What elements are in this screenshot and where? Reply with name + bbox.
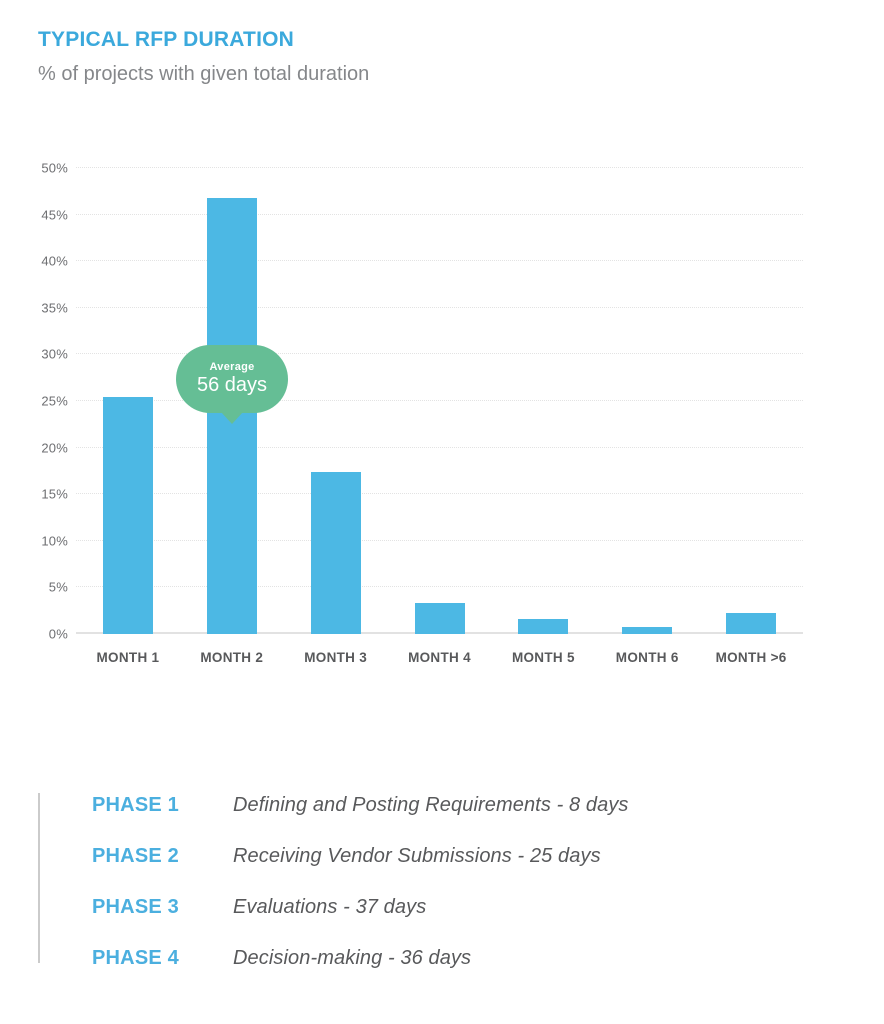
y-tick-5: 5% xyxy=(48,579,68,595)
gridline-10 xyxy=(76,539,803,541)
gridline-30 xyxy=(76,353,803,355)
y-tick-50: 50% xyxy=(41,160,68,176)
bar-month-1 xyxy=(102,397,153,634)
phase-3-description: Evaluations - 37 days xyxy=(233,896,427,918)
plot-area: MONTH 1 MONTH 2 MONTH 3 MONTH 4 MONTH 5 MONTH… xyxy=(76,167,803,665)
column-5: MONTH 5 xyxy=(491,168,595,665)
column-1: MONTH 1 xyxy=(76,168,180,665)
gridline-45 xyxy=(76,213,803,215)
page-title: TYPICAL RFP DURATION xyxy=(38,28,295,51)
average-callout-value: 56 days xyxy=(196,374,268,396)
phase-2-label: PHASE 2 xyxy=(92,845,179,867)
phase-2-description: Receiving Vendor Submissions - 25 days xyxy=(233,845,601,867)
y-tick-20: 20% xyxy=(41,440,68,456)
y-tick-15: 15% xyxy=(41,486,68,502)
bar-month-6 xyxy=(622,627,673,634)
x-label-3: MONTH 3 xyxy=(304,650,368,665)
phase-4-label: PHASE 4 xyxy=(92,947,179,969)
phase-row-3: PHASE 3 Evaluations - 37 days xyxy=(38,882,758,933)
x-label-4: MONTH 4 xyxy=(408,650,471,665)
phase-row-1: PHASE 1 Defining and Posting Requirement… xyxy=(38,780,758,831)
y-tick-40: 40% xyxy=(41,253,68,269)
gridline-20 xyxy=(76,446,803,448)
bar-month-3 xyxy=(310,471,361,634)
y-tick-10: 10% xyxy=(41,533,68,549)
gridline-15 xyxy=(76,493,803,495)
gridline-50 xyxy=(76,167,803,168)
phase-legend: PHASE 1 Defining and Posting Requirement… xyxy=(38,780,758,984)
phase-1-description: Defining and Posting Requirements - 8 da… xyxy=(233,794,629,816)
bar-month-4 xyxy=(414,603,465,634)
y-tick-25: 25% xyxy=(41,393,68,409)
average-callout: Average 56 days xyxy=(176,345,288,424)
phase-row-4: PHASE 4 Decision-making - 36 days xyxy=(38,933,758,984)
y-tick-0: 0% xyxy=(48,626,68,642)
gridline-40 xyxy=(76,260,803,262)
gridline-5 xyxy=(76,586,803,588)
callout-tail-pointer xyxy=(221,412,243,424)
x-label-1: MONTH 1 xyxy=(96,650,160,665)
y-axis: 0% 5% 10% 15% 20% 25% 30% 35% 40% 45% 50% xyxy=(0,162,68,641)
y-tick-30: 30% xyxy=(41,346,68,362)
y-tick-35: 35% xyxy=(41,300,68,316)
chart-header: TYPICAL RFP DURATION % of projects with … xyxy=(38,28,369,86)
gridline-25 xyxy=(76,400,803,401)
column-4: MONTH 4 xyxy=(388,168,492,665)
bar-month-6 xyxy=(726,612,777,634)
gridline-35 xyxy=(76,306,803,308)
vertical-rule xyxy=(38,793,40,963)
column-3: MONTH 3 xyxy=(284,168,388,665)
x-label-5: MONTH 5 xyxy=(511,650,575,665)
phase-row-2: PHASE 2 Receiving Vendor Submissions - 2… xyxy=(38,831,758,882)
x-label-7: MONTH >6 xyxy=(715,650,787,665)
y-tick-45: 45% xyxy=(41,207,68,223)
average-callout-label: Average xyxy=(209,361,255,373)
x-label-6: MONTH 6 xyxy=(615,650,679,665)
chart-subtitle: % of projects with given total duration xyxy=(38,63,370,86)
bar-month-5 xyxy=(518,619,569,634)
phase-1-label: PHASE 1 xyxy=(92,794,179,816)
column-7: MONTH >6 xyxy=(699,168,803,665)
phase-4-description: Decision-making - 36 days xyxy=(233,947,472,969)
x-label-2: MONTH 2 xyxy=(200,650,264,665)
column-6: MONTH 6 xyxy=(595,168,699,665)
phase-3-label: PHASE 3 xyxy=(92,896,179,918)
